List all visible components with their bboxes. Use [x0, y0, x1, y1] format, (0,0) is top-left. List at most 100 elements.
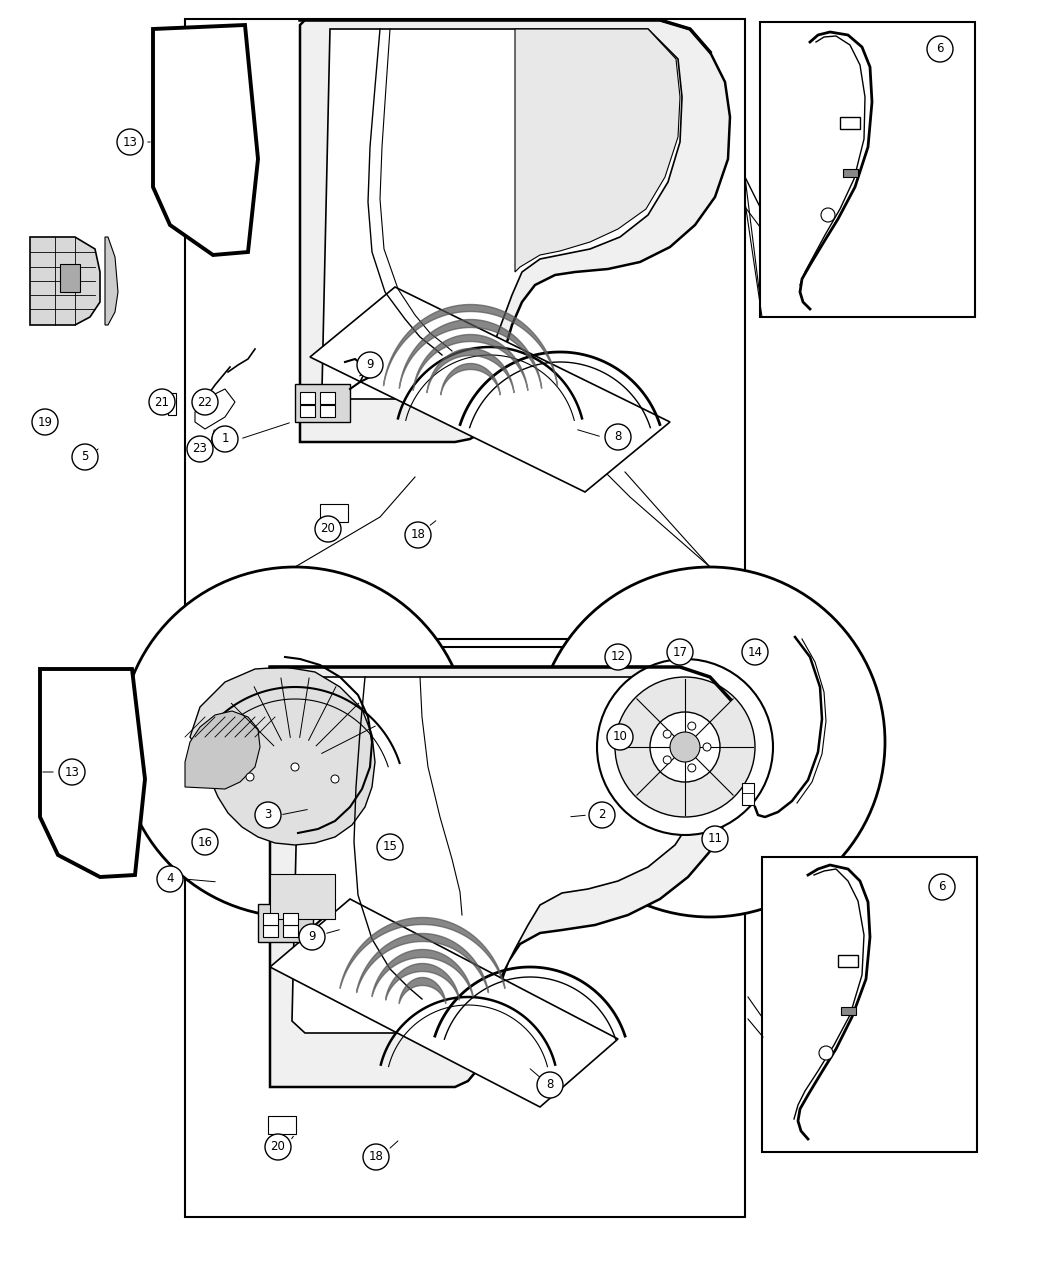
Bar — [840, 117, 860, 129]
Circle shape — [615, 677, 755, 817]
Circle shape — [688, 722, 696, 730]
Bar — [760, 22, 975, 317]
Circle shape — [299, 925, 326, 950]
Circle shape — [702, 826, 728, 852]
Circle shape — [607, 724, 633, 750]
Text: 22: 22 — [197, 396, 212, 409]
Text: 3: 3 — [265, 808, 272, 821]
Circle shape — [405, 522, 430, 548]
Circle shape — [357, 352, 383, 378]
Bar — [320, 392, 335, 404]
Polygon shape — [190, 667, 375, 845]
Circle shape — [255, 802, 281, 827]
Polygon shape — [322, 29, 682, 398]
Bar — [262, 913, 278, 925]
Text: 11: 11 — [708, 833, 722, 845]
Circle shape — [605, 424, 631, 450]
Text: 8: 8 — [546, 1079, 553, 1092]
Text: 16: 16 — [197, 835, 212, 848]
Text: 13: 13 — [123, 135, 138, 148]
Polygon shape — [153, 26, 258, 255]
Circle shape — [120, 567, 470, 917]
Text: 1: 1 — [222, 433, 229, 446]
Bar — [284, 913, 298, 925]
Bar — [841, 1008, 856, 1015]
Text: 10: 10 — [612, 730, 628, 743]
Bar — [295, 384, 350, 421]
Bar — [838, 955, 858, 967]
Circle shape — [72, 444, 98, 470]
Circle shape — [536, 567, 885, 917]
Bar — [762, 857, 976, 1152]
Circle shape — [667, 638, 693, 665]
Circle shape — [929, 873, 956, 900]
Bar — [270, 873, 335, 919]
Text: 6: 6 — [939, 881, 946, 894]
Polygon shape — [195, 389, 235, 429]
Text: 5: 5 — [81, 451, 88, 464]
Text: 15: 15 — [382, 840, 398, 853]
Text: 21: 21 — [154, 396, 169, 409]
Circle shape — [821, 208, 835, 222]
Circle shape — [192, 829, 218, 856]
Bar — [268, 1116, 296, 1134]
Polygon shape — [514, 29, 680, 272]
Circle shape — [149, 389, 175, 415]
Circle shape — [331, 775, 339, 783]
Polygon shape — [40, 669, 145, 877]
Bar — [742, 783, 754, 805]
Text: 12: 12 — [610, 650, 626, 664]
Text: 2: 2 — [598, 808, 606, 821]
Bar — [300, 392, 315, 404]
Circle shape — [927, 36, 953, 63]
Bar — [185, 647, 746, 1217]
Circle shape — [650, 713, 720, 782]
Circle shape — [246, 773, 254, 782]
Bar — [185, 19, 746, 638]
Bar — [262, 925, 278, 937]
Circle shape — [315, 516, 341, 541]
Polygon shape — [270, 667, 738, 1087]
Circle shape — [192, 389, 218, 415]
Polygon shape — [310, 287, 670, 492]
Circle shape — [363, 1144, 388, 1170]
Bar — [843, 169, 858, 178]
Circle shape — [597, 659, 773, 835]
Polygon shape — [105, 238, 118, 326]
Circle shape — [265, 1134, 291, 1160]
Polygon shape — [30, 238, 100, 326]
Bar — [320, 504, 348, 522]
Polygon shape — [270, 899, 618, 1107]
Circle shape — [291, 762, 299, 771]
Circle shape — [589, 802, 615, 827]
Text: 17: 17 — [672, 645, 688, 659]
Polygon shape — [185, 711, 260, 789]
Circle shape — [742, 638, 768, 665]
Polygon shape — [292, 677, 710, 1033]
Bar — [60, 264, 80, 292]
Circle shape — [664, 756, 671, 764]
Text: 8: 8 — [614, 430, 622, 443]
Bar — [320, 405, 335, 418]
Circle shape — [670, 732, 700, 762]
Circle shape — [158, 866, 183, 893]
Bar — [300, 405, 315, 418]
Circle shape — [59, 759, 85, 785]
Circle shape — [377, 834, 403, 859]
Text: 20: 20 — [271, 1140, 286, 1153]
Text: 18: 18 — [411, 529, 425, 541]
Circle shape — [187, 435, 213, 462]
Text: 9: 9 — [366, 359, 374, 372]
Circle shape — [117, 129, 143, 155]
Circle shape — [704, 743, 711, 751]
Circle shape — [32, 409, 58, 435]
Text: 20: 20 — [320, 522, 335, 535]
Text: 14: 14 — [748, 645, 762, 659]
Text: 6: 6 — [937, 42, 944, 55]
Bar — [258, 904, 313, 942]
Text: 13: 13 — [64, 765, 80, 779]
Bar — [284, 925, 298, 937]
Circle shape — [537, 1071, 563, 1098]
Text: 4: 4 — [166, 872, 173, 885]
Text: 18: 18 — [369, 1151, 383, 1163]
